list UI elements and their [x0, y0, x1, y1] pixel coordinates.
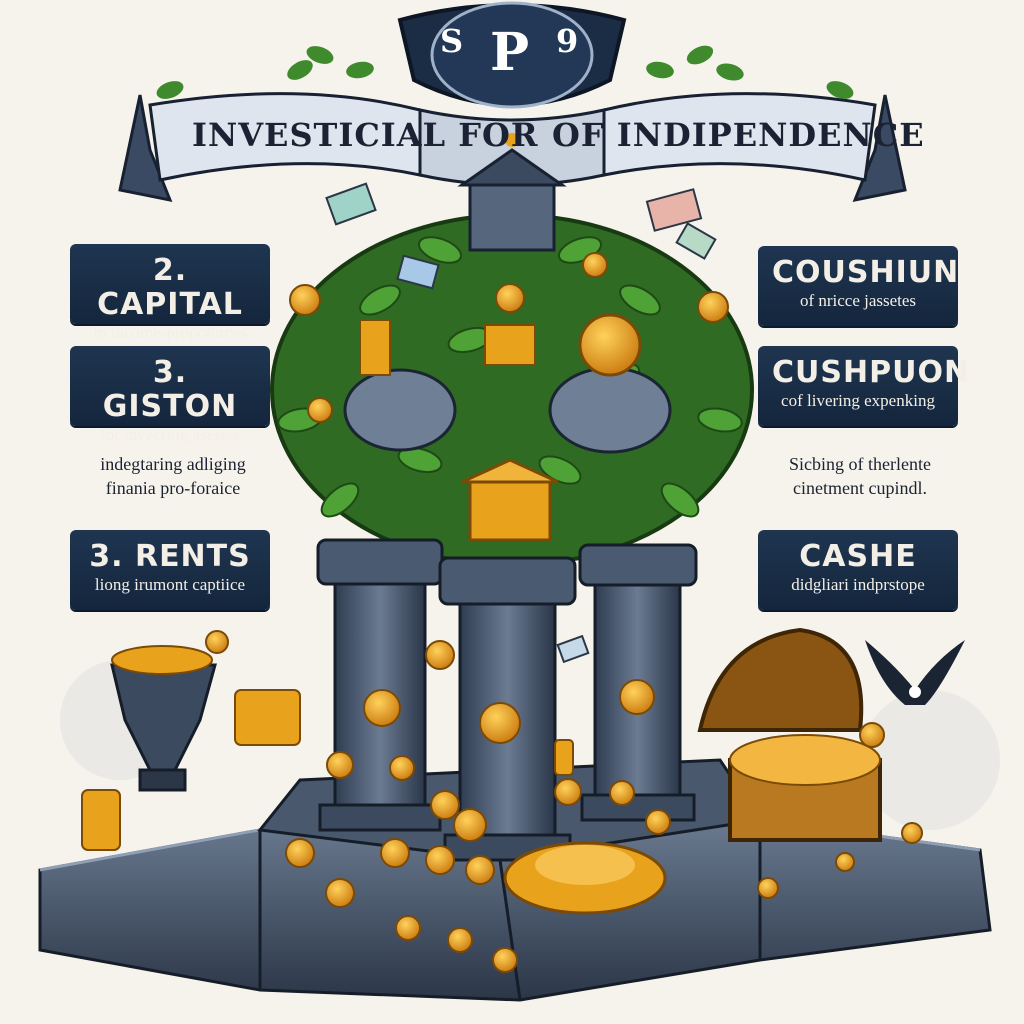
right-panel-cushpuon: CUSHPUON cof livering expenking — [758, 346, 971, 426]
left-note-line-2: finania pro-foraice — [105, 478, 241, 498]
left-panel-giston-subtitle: for invecring asesets — [100, 425, 240, 444]
left-panel-capital-title: 2. CAPITAL — [97, 253, 243, 322]
crest-letter-9: 9 — [556, 22, 579, 60]
right-panel-cashe-title: CASHE — [799, 539, 917, 574]
column-right — [578, 543, 698, 822]
banner-left-text: INVESTICIAL FOR — [192, 116, 539, 154]
left-panel-rents-subtitle: liong irumont captiice — [94, 575, 246, 594]
right-panel-coushiun-title: COUSHIUN — [772, 255, 960, 290]
right-panel-coushiun: COUSHIUN of nricce jassetes — [758, 246, 958, 326]
banknotes — [325, 182, 717, 664]
right-panel-coushiun-subtitle: of nricce jassetes — [799, 291, 917, 310]
leaf-sprigs — [156, 45, 854, 99]
right-panel-cashe-subtitle: didgliari indprstope — [791, 575, 925, 594]
right-panel-cushpuon-title: CUSHPUON — [772, 355, 971, 390]
right-panel-cashe: CASHE didgliari indprstope — [758, 530, 958, 610]
right-note-line-2: cinetment cupindl. — [793, 478, 927, 498]
eagle — [865, 640, 965, 705]
coin-urn — [110, 645, 217, 792]
crest-shield — [397, 1, 627, 109]
left-panel-rents-title: 3. RENTS — [89, 539, 251, 574]
left-panel-capital-subtitle: in income-propoturces — [93, 323, 247, 342]
tree-canopy — [270, 133, 754, 567]
left-panel-giston: 3. GISTON for invecring asesets — [70, 346, 270, 444]
coin-pile — [503, 841, 667, 915]
coin-stacks — [81, 689, 574, 851]
crest-letter-s: S — [440, 22, 464, 60]
left-note: indegtaring adliging finania pro-foraice — [68, 452, 278, 500]
banner-right-text: OF INDIPENDENCE — [552, 116, 925, 154]
column-center — [438, 556, 577, 862]
left-panel-capital: 2. CAPITAL in income-propoturces — [70, 244, 270, 342]
column-left — [316, 538, 444, 832]
right-note-line-1: Sicbing of therlente — [789, 454, 931, 474]
right-panel-cushpuon-subtitle: cof livering expenking — [781, 391, 935, 410]
scattered-coins — [205, 252, 923, 973]
left-panel-rents: 3. RENTS liong irumont captiice — [70, 530, 270, 610]
left-note-line-1: indegtaring adliging — [100, 454, 246, 474]
left-panel-giston-title: 3. GISTON — [102, 355, 238, 424]
right-note: Sicbing of therlente cinetment cupindl. — [755, 452, 965, 500]
treasure-chest — [697, 627, 882, 842]
crest-letter-p: P — [490, 22, 530, 83]
